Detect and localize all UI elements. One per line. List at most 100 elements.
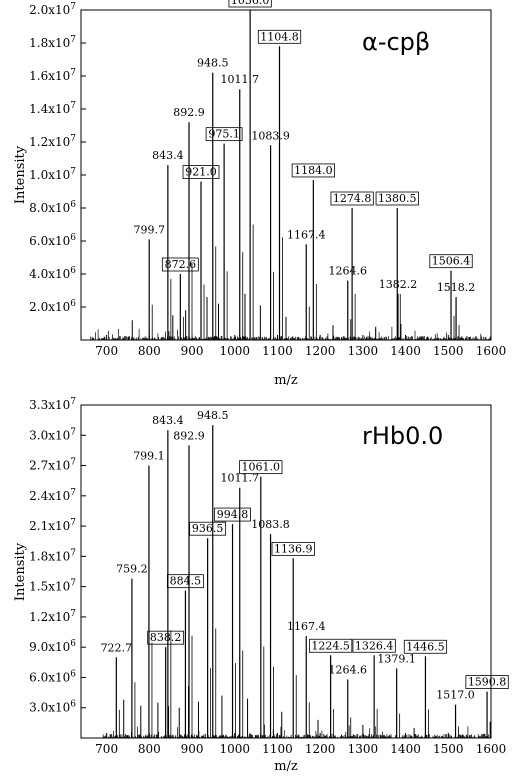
peak-label-box xyxy=(161,257,199,272)
peak-label-box xyxy=(182,165,220,180)
x-tick-label: 1500 xyxy=(433,344,464,358)
x-tick-label: 1100 xyxy=(262,344,293,358)
peak-label-box xyxy=(167,574,204,589)
peak-label-box xyxy=(214,507,251,522)
peak-labels: 799.7 843.4 872.6 892.9 921.0 948.5 975.1 1011.… xyxy=(133,0,475,294)
peak-label: 884.5 xyxy=(170,575,202,588)
peak-label: 722.7 xyxy=(101,641,133,654)
peak-label: 1083.9 xyxy=(251,129,290,142)
peak-label: 936.5 xyxy=(192,522,224,535)
axes: 700 800 900 1000 1100 1200 1300 1400 1500 1600 3.0… xyxy=(29,397,506,756)
peak-label: 1104.8 xyxy=(260,30,299,43)
y-tick-label: 2.0x106 xyxy=(29,299,76,314)
peak-label: 1380.5 xyxy=(378,192,417,205)
peak-label: 1590.8 xyxy=(468,676,507,689)
y-tick-label: 6.0x106 xyxy=(29,233,76,248)
x-tick-label: 900 xyxy=(181,344,204,358)
peak-label: 1036.0 xyxy=(231,0,270,7)
peak-label: 1224.5 xyxy=(311,639,350,652)
y-tick-label: 1.8x107 xyxy=(29,35,76,50)
peak-label-box xyxy=(271,541,315,556)
peak-labels: 722.7 759.2 799.1 838.2 843.4 884.5 892.9 936.5… xyxy=(101,409,509,702)
x-tick-label: 1200 xyxy=(305,742,336,756)
peak-label: 759.2 xyxy=(116,563,148,576)
x-tick-label: 1000 xyxy=(219,742,250,756)
y-tick-label: 1.2x107 xyxy=(29,134,76,149)
peak-label-box xyxy=(257,29,302,44)
x-tick-label: 1300 xyxy=(348,742,379,756)
peak-label-box xyxy=(239,460,283,475)
x-tick-label: 800 xyxy=(138,344,161,358)
peak-label: 892.9 xyxy=(173,106,205,119)
peak-label: 1382.2 xyxy=(379,278,418,291)
peak-label: 843.4 xyxy=(152,414,184,427)
peak-label: 1167.4 xyxy=(287,228,326,241)
alpha-cpbeta-spectrum-panel: 700 800 900 1000 1100 1200 1300 1400 1500 1600 2.0… xyxy=(13,0,506,388)
peak-label-box xyxy=(147,630,185,645)
y-tick-label: 1.4x107 xyxy=(29,101,76,116)
x-tick-label: 1400 xyxy=(390,344,421,358)
x-axis-title: m/z xyxy=(274,759,298,774)
peak-label: 1506.4 xyxy=(432,255,471,268)
plot-frame xyxy=(80,9,492,341)
peak-label: 1517.0 xyxy=(436,689,475,702)
peak-label: 799.1 xyxy=(133,450,165,463)
y-tick-label: 1.6x107 xyxy=(29,68,76,83)
peak-label: 1136.9 xyxy=(274,542,313,555)
peak-label: 948.5 xyxy=(197,409,229,422)
y-tick-label: 2.4x107 xyxy=(29,488,76,503)
y-tick-label: 3.3x107 xyxy=(29,397,76,412)
y-tick-label: 1.5x107 xyxy=(29,579,76,594)
y-tick-label: 2.7x107 xyxy=(29,458,76,473)
peak-label: 843.4 xyxy=(152,149,184,162)
x-tick-label: 700 xyxy=(95,742,118,756)
peak-label: 1274.8 xyxy=(333,192,372,205)
panel-title: α-cpβ xyxy=(362,28,430,56)
peak-label-box xyxy=(291,163,335,178)
peak-label: 1167.4 xyxy=(287,620,326,633)
y-tick-label: 6.0x106 xyxy=(29,669,76,684)
rhb0-spectrum-panel: 700 800 900 1000 1100 1200 1300 1400 1500 1600 3.0… xyxy=(13,397,509,774)
y-tick-label: 8.0x106 xyxy=(29,200,76,215)
axes: 700 800 900 1000 1100 1200 1300 1400 1500 1600 2.0… xyxy=(29,2,506,358)
spectrum-trace xyxy=(102,425,491,738)
x-tick-label: 1100 xyxy=(262,742,293,756)
peak-label: 1011.7 xyxy=(220,472,259,485)
peak-label-box xyxy=(465,675,509,689)
x-tick-label: 900 xyxy=(181,742,204,756)
peak-label: 892.9 xyxy=(173,429,205,442)
peak-label: 872.6 xyxy=(165,258,197,271)
x-tick-label: 1400 xyxy=(390,742,421,756)
y-axis-title: Intensity xyxy=(13,542,28,601)
peak-label: 1379.1 xyxy=(377,652,416,665)
peak-label: 1446.5 xyxy=(406,640,445,653)
x-tick-label: 1600 xyxy=(476,344,507,358)
x-tick-label: 1200 xyxy=(305,344,336,358)
x-tick-label: 1000 xyxy=(219,344,250,358)
peak-label: 1518.2 xyxy=(437,281,476,294)
peak-label-box xyxy=(375,191,419,206)
peak-label-box xyxy=(330,191,374,206)
peak-label-box xyxy=(309,638,353,653)
peak-label-box xyxy=(403,639,448,654)
y-tick-label: 1.0x107 xyxy=(29,167,76,182)
x-tick-label: 1300 xyxy=(348,344,379,358)
peak-label: 1184.0 xyxy=(294,164,333,177)
x-axis-title: m/z xyxy=(274,373,298,388)
y-tick-label: 9.0x106 xyxy=(29,639,76,654)
y-axis-title: Intensity xyxy=(13,145,28,204)
y-tick-label: 3.0x107 xyxy=(29,427,76,442)
peak-label: 838.2 xyxy=(150,631,182,644)
peak-label: 921.0 xyxy=(185,166,217,179)
peak-label: 994.8 xyxy=(217,508,249,521)
peak-label: 1264.6 xyxy=(329,265,368,278)
y-tick-label: 1.8x107 xyxy=(29,548,76,563)
peak-label: 1061.0 xyxy=(242,461,281,474)
peak-label: 1083.8 xyxy=(251,518,290,531)
panel-title: rHb0.0 xyxy=(362,422,443,450)
x-tick-label: 1500 xyxy=(433,742,464,756)
peak-label-box xyxy=(189,521,227,536)
peak-label-box xyxy=(205,127,243,142)
y-tick-label: 1.2x107 xyxy=(29,609,76,624)
